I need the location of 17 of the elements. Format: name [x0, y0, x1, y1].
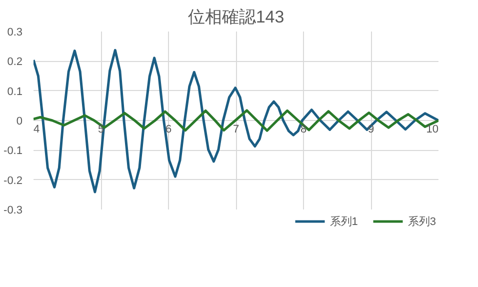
line-series — [34, 48, 438, 194]
line-series — [34, 109, 438, 132]
chart-title: 位相確認143 — [188, 8, 284, 26]
legend-label: 系列3 — [408, 214, 436, 228]
x-tick-label: 6 — [165, 124, 172, 136]
y-tick-label: 0 — [16, 116, 23, 128]
legend-label: 系列1 — [330, 214, 358, 228]
y-tick-label: 0.1 — [7, 86, 23, 98]
x-tick-label: 4 — [34, 124, 40, 136]
x-tick-label: 7 — [232, 124, 240, 136]
y-tick-label: -0.2 — [4, 174, 23, 187]
y-tick-label: 0.3 — [7, 26, 23, 38]
x-tick-label: 10 — [426, 124, 439, 136]
y-tick-label: -0.1 — [4, 145, 23, 158]
y-tick-label: 0.2 — [7, 56, 23, 68]
y-tick-label: -0.3 — [4, 204, 23, 216]
x-tick-label: 8 — [300, 124, 307, 136]
